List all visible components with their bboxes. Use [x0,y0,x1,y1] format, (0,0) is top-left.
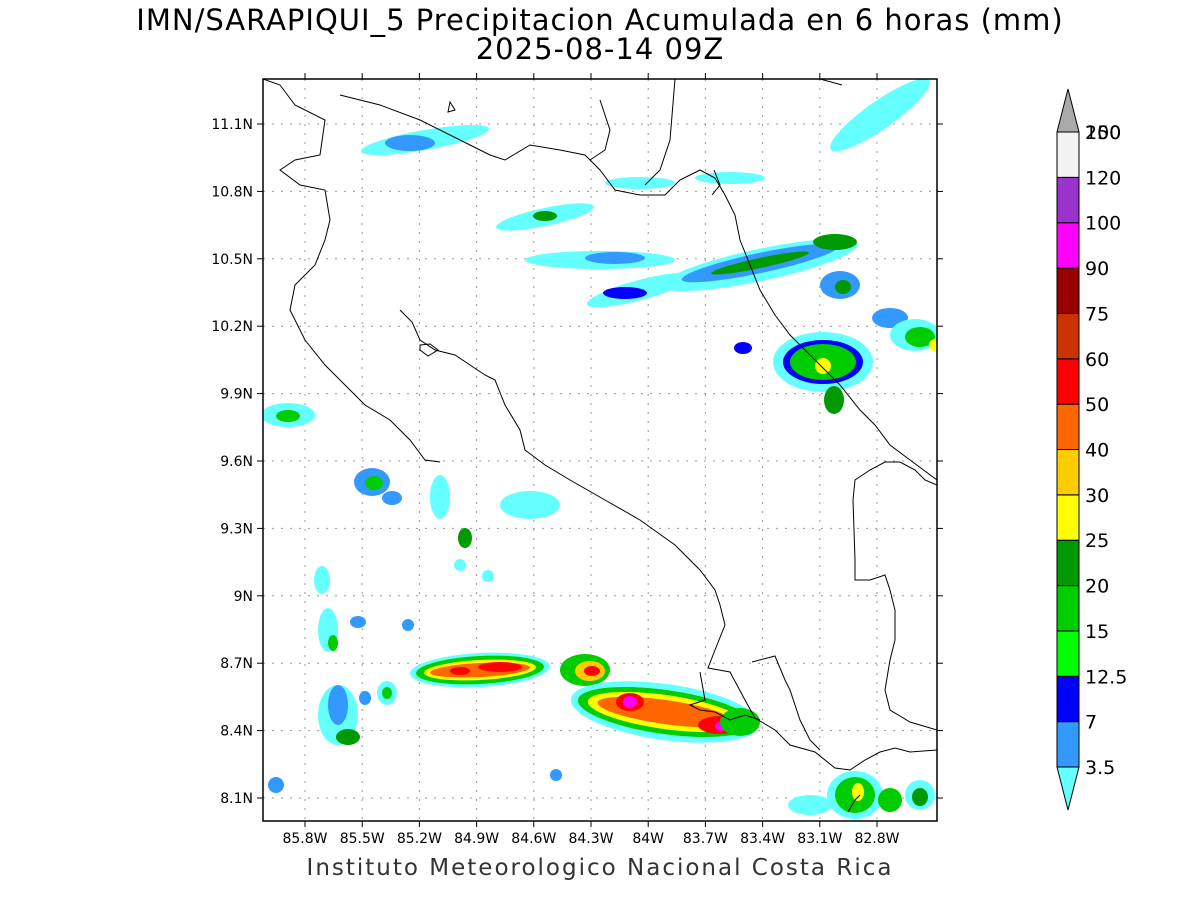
colorbar-label: 30 [1085,485,1109,507]
colorbar-label: 15 [1085,621,1109,643]
colorbar-label: 12.5 [1085,666,1127,688]
colorbar-segment [1056,403,1080,450]
colorbar-label: 60 [1085,349,1109,371]
colorbar-label: 150 [1085,122,1121,144]
colorbar-segment [1056,267,1080,314]
x-tick-label: 84W [632,831,664,847]
longitude-axis: 85.8W 85.5W 85.2W 84.9W 84.6W 84.3W 84W 83.7W 83… [282,73,900,847]
coastline [263,79,937,813]
colorbar-segment [1056,449,1080,496]
x-tick-label: 83.4W [740,831,785,847]
y-tick-label: 9.9N [220,387,253,403]
colorbar-segment [1056,222,1080,269]
colorbar-segment [1056,176,1080,224]
colorbar-segment [1056,766,1080,811]
precipitation-field [263,79,937,819]
colorbar-label: 100 [1085,213,1121,235]
x-tick-label: 85.2W [397,831,442,847]
x-tick-label: 85.8W [282,831,327,847]
y-tick-label: 10.2N [211,319,253,335]
colorbar-segment [1056,630,1080,677]
colorbar-label: 25 [1085,530,1109,552]
x-tick-label: 84.9W [454,831,499,847]
graticule [263,79,937,821]
colorbar-segment [1056,585,1080,632]
colorbar-segment [1056,358,1080,405]
colorbar-segment [1056,539,1080,587]
x-tick-label: 83.7W [683,831,728,847]
latitude-axis: 11.1N 10.8N 10.5N 10.2N 9.9N 9.6N 9.3N 9N 8.7N 8.… [211,117,943,807]
colorbar-label: 50 [1085,394,1109,416]
y-tick-label: 9N [234,589,253,605]
x-tick-label: 83.1W [797,831,842,847]
x-tick-label: 84.3W [568,831,613,847]
y-tick-label: 9.6N [220,454,253,470]
colorbar-label: 75 [1085,303,1109,325]
colorbar-label: 200 [1085,122,1121,144]
map-title: IMN/SARAPIQUI_5 Precipitacion Acumulada … [136,3,1064,37]
y-tick-label: 8.1N [220,791,253,807]
x-tick-label: 85.5W [340,831,385,847]
colorbar-segment [1056,312,1080,360]
x-tick-label: 84.6W [511,831,556,847]
colorbar-segment [1056,131,1080,178]
x-tick-label: 82.8W [854,831,899,847]
colorbar-label: 3.5 [1085,757,1115,779]
y-tick-label: 8.4N [220,724,253,740]
colorbar-label: 7 [1085,712,1097,734]
colorbar-label: 20 [1085,576,1109,598]
colorbar-label: 90 [1085,258,1109,280]
y-tick-label: 9.3N [220,521,253,537]
colorbar-segment [1056,721,1080,768]
y-tick-label: 11.1N [211,117,253,133]
colorbar-segment [1056,88,1080,133]
colorbar-label: 40 [1085,440,1109,462]
y-tick-label: 10.5N [211,252,253,268]
colorbar-label: 120 [1085,167,1121,189]
map-valid-time: 2025-08-14 09Z [475,32,725,66]
credit-footer: Instituto Meteorologico Nacional Costa R… [306,855,894,881]
colorbar-segment [1056,494,1080,541]
plot-frame [262,78,938,822]
colorbar-segment [1056,675,1080,723]
y-tick-label: 10.8N [211,184,253,200]
y-tick-label: 8.7N [220,656,253,672]
